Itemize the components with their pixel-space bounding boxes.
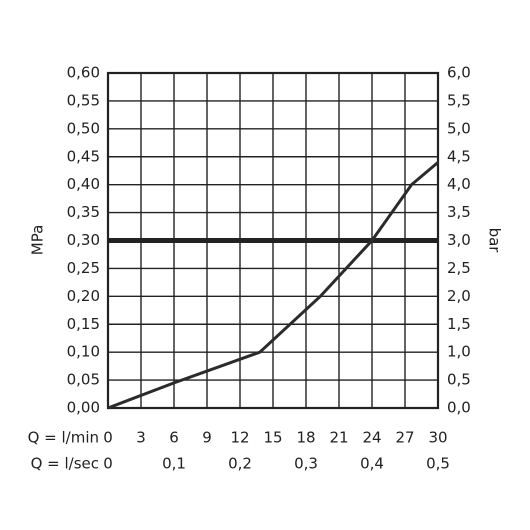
y-tick-label: 0,60	[67, 64, 100, 82]
x-tick-label: 21	[329, 429, 348, 447]
x-tick-label: 6	[169, 429, 179, 447]
x-tick-label: 30	[428, 429, 447, 447]
x2-tick-label: 0,2	[228, 455, 252, 473]
y2-tick-label: 6,0	[447, 64, 471, 82]
y-tick-label: 0,50	[67, 119, 100, 137]
y-tick-label: 0,30	[67, 231, 100, 249]
y-tick-label: 0,20	[67, 287, 100, 305]
x-tick-label: 15	[263, 429, 282, 447]
x-tick-label: 18	[296, 429, 315, 447]
y2-tick-label: 5,0	[447, 119, 471, 137]
x-tick-label: 0	[103, 429, 113, 447]
y2-tick-label: 3,5	[447, 203, 471, 221]
x2-tick-label: 0,4	[360, 455, 384, 473]
y2-tick-label: 0,5	[447, 371, 471, 389]
y2-tick-label: 2,5	[447, 259, 471, 277]
y-tick-label: 0,10	[67, 343, 100, 361]
y-tick-label: 0,55	[67, 91, 100, 109]
y2-tick-label: 1,0	[447, 343, 471, 361]
x2-tick-label: 0,3	[294, 455, 318, 473]
y-tick-label: 0,35	[67, 203, 100, 221]
y2-tick-label: 2,0	[447, 287, 471, 305]
x-axis-label: Q = l/min	[28, 429, 99, 447]
x-tick-label: 27	[395, 429, 414, 447]
x2-axis-label: Q = l/sec	[31, 455, 99, 473]
y2-axis-label: bar	[486, 228, 504, 254]
data-line	[107, 161, 439, 410]
y-tick-label: 0,05	[67, 371, 100, 389]
y-tick-label: 0,40	[67, 175, 100, 193]
y2-tick-label: 0,0	[447, 399, 471, 417]
y2-tick-label: 5,5	[447, 91, 471, 109]
x-tick-label: 3	[136, 429, 146, 447]
y2-tick-label: 1,5	[447, 315, 471, 333]
x2-tick-label: 0	[103, 455, 113, 473]
y2-tick-label: 4,0	[447, 175, 471, 193]
y2-tick-label: 4,5	[447, 147, 471, 165]
x-tick-label: 9	[202, 429, 212, 447]
y-tick-label: 0,15	[67, 315, 100, 333]
x2-tick-label: 0,5	[426, 455, 450, 473]
x-tick-label: 24	[362, 429, 381, 447]
y-tick-label: 0,45	[67, 147, 100, 165]
x-tick-label: 12	[230, 429, 249, 447]
y-axis-label: MPa	[29, 225, 47, 256]
y-tick-label: 0,00	[67, 399, 100, 417]
y2-tick-label: 3,0	[447, 231, 471, 249]
x2-tick-label: 0,1	[162, 455, 186, 473]
y-tick-label: 0,25	[67, 259, 100, 277]
